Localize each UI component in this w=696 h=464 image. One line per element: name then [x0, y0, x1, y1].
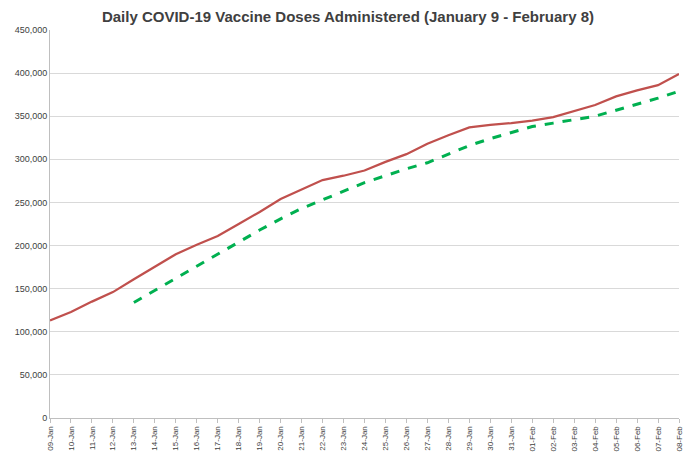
svg-text:24-Jan: 24-Jan	[360, 426, 369, 450]
svg-text:31-Jan: 31-Jan	[507, 426, 516, 450]
svg-text:08-Feb: 08-Feb	[675, 426, 684, 452]
svg-text:06-Feb: 06-Feb	[633, 426, 642, 452]
svg-text:26-Jan: 26-Jan	[402, 426, 411, 450]
svg-text:13-Jan: 13-Jan	[129, 426, 138, 450]
svg-text:25-Jan: 25-Jan	[381, 426, 390, 450]
svg-text:22-Jan: 22-Jan	[318, 426, 327, 450]
svg-text:350,000: 350,000	[15, 111, 48, 121]
svg-text:28-Jan: 28-Jan	[444, 426, 453, 450]
svg-text:250,000: 250,000	[15, 198, 48, 208]
svg-text:150,000: 150,000	[15, 284, 48, 294]
svg-text:20-Jan: 20-Jan	[276, 426, 285, 450]
svg-text:04-Feb: 04-Feb	[591, 426, 600, 452]
svg-text:29-Jan: 29-Jan	[465, 426, 474, 450]
svg-text:23-Jan: 23-Jan	[339, 426, 348, 450]
svg-text:15-Jan: 15-Jan	[171, 426, 180, 450]
svg-text:18-Jan: 18-Jan	[234, 426, 243, 450]
svg-text:12-Jan: 12-Jan	[109, 426, 118, 450]
svg-text:21-Jan: 21-Jan	[297, 426, 306, 450]
svg-text:Daily COVID-19 Vaccine Doses A: Daily COVID-19 Vaccine Doses Administere…	[102, 8, 594, 25]
svg-text:300,000: 300,000	[15, 154, 48, 164]
svg-text:19-Jan: 19-Jan	[255, 426, 264, 450]
svg-text:0: 0	[42, 413, 47, 423]
svg-text:14-Jan: 14-Jan	[150, 426, 159, 450]
svg-text:03-Feb: 03-Feb	[570, 426, 579, 452]
svg-text:01-Feb: 01-Feb	[528, 426, 537, 452]
svg-text:30-Jan: 30-Jan	[486, 426, 495, 450]
svg-text:09-Jan: 09-Jan	[46, 426, 55, 450]
svg-text:11-Jan: 11-Jan	[88, 426, 97, 450]
svg-text:07-Feb: 07-Feb	[654, 426, 663, 452]
svg-text:16-Jan: 16-Jan	[192, 426, 201, 450]
svg-text:17-Jan: 17-Jan	[213, 426, 222, 450]
svg-text:200,000: 200,000	[15, 241, 48, 251]
svg-text:10-Jan: 10-Jan	[67, 426, 76, 450]
svg-text:27-Jan: 27-Jan	[423, 426, 432, 450]
svg-text:50,000: 50,000	[20, 370, 48, 380]
svg-text:05-Feb: 05-Feb	[612, 426, 621, 452]
svg-text:02-Feb: 02-Feb	[549, 426, 558, 452]
svg-text:450,000: 450,000	[15, 25, 48, 35]
svg-text:100,000: 100,000	[15, 327, 48, 337]
svg-text:400,000: 400,000	[15, 68, 48, 78]
